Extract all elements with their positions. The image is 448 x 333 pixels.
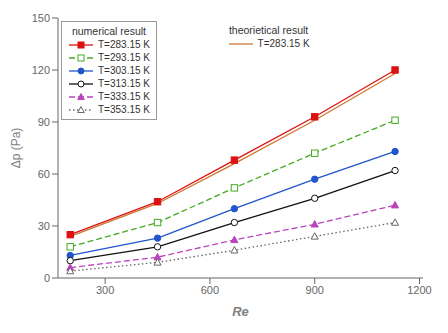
svg-text:90: 90 xyxy=(38,116,50,128)
svg-text:150: 150 xyxy=(32,12,50,24)
html-text:T=283.15 K: T=283.15 K xyxy=(98,39,150,50)
svg-text:300: 300 xyxy=(96,284,114,296)
html-text:T=283.15 K: T=283.15 K xyxy=(257,38,310,49)
html-text:T=313.15 K: T=313.15 K xyxy=(98,78,150,89)
svg-text:600: 600 xyxy=(201,284,219,296)
html-text:numerical result: numerical result xyxy=(71,25,146,37)
svg-text:Re: Re xyxy=(232,304,249,319)
svg-text:60: 60 xyxy=(38,168,50,180)
svg-text:1200: 1200 xyxy=(407,284,431,296)
html-text:T=293.15 K: T=293.15 K xyxy=(98,52,150,63)
svg-text:120: 120 xyxy=(32,64,50,76)
svg-text:0: 0 xyxy=(44,272,50,284)
svg-text:30: 30 xyxy=(38,220,50,232)
html-text:T=353.15 K: T=353.15 K xyxy=(98,104,150,115)
html-text:T=303.15 K: T=303.15 K xyxy=(98,65,150,76)
svg-text:900: 900 xyxy=(306,284,324,296)
html-text:theorietical result: theorietical result xyxy=(228,24,309,36)
svg-text:Δp (Pa): Δp (Pa) xyxy=(9,128,23,169)
html-text:T=333.15 K: T=333.15 K xyxy=(98,91,150,102)
